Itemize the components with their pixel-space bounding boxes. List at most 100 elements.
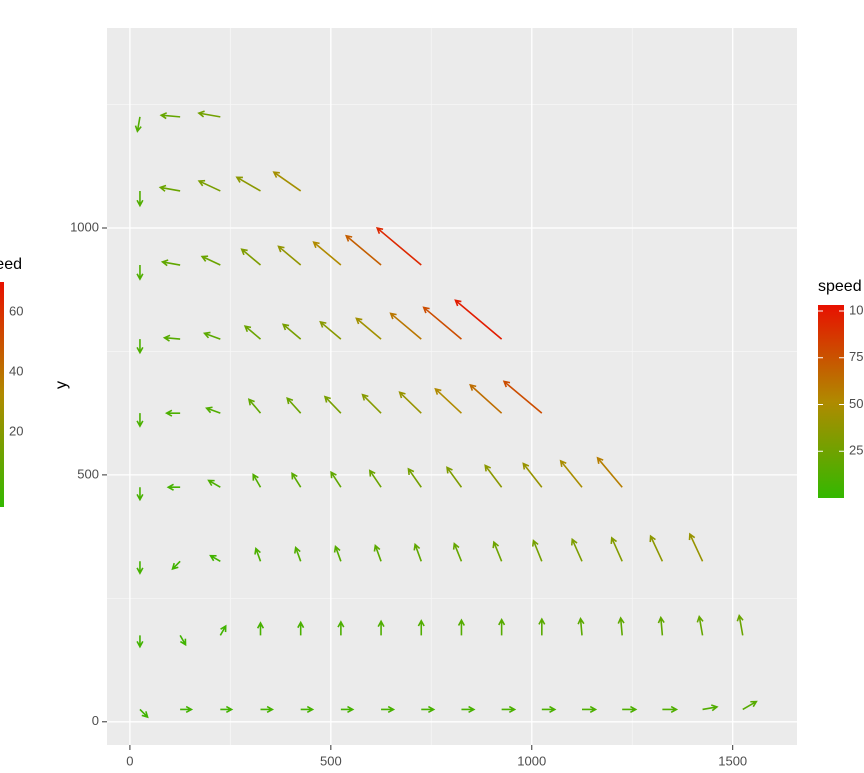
arrow [219,624,227,636]
panel [107,28,797,745]
arrow [247,398,262,414]
arrow [134,116,142,133]
arrow [502,380,543,414]
arrow [688,532,704,562]
arrow [541,705,557,714]
arrow [582,705,598,714]
x-tick-label: 1000 [517,753,546,768]
y-axis-label: y [53,381,70,389]
arrow [742,700,758,711]
arrow [457,618,466,636]
arrow [205,406,221,414]
arrow [159,112,181,120]
arrow [166,483,181,491]
arrow [389,312,422,340]
arrow [300,705,315,714]
arrow [260,705,275,714]
left-legend-tick-label: 20 [9,423,23,438]
arrow [136,413,144,428]
arrow [312,241,342,266]
arrow [202,331,221,340]
arrow [446,466,463,488]
arrow [617,616,625,636]
arrow [179,634,187,647]
arrow [355,317,382,340]
arrow [164,409,181,417]
legend-tick-label: 100 [849,302,864,317]
arrow [469,383,503,414]
arrow [570,537,583,562]
x-tick-label: 500 [320,753,342,768]
arrow [501,705,517,714]
y-tick-label: 1000 [70,219,99,234]
arrow [662,705,679,714]
x-tick-label: 1500 [718,753,747,768]
arrow [340,705,355,714]
arrow [294,546,302,562]
arrow [559,459,583,488]
arrow [323,395,342,414]
legend-title: speed [818,278,862,295]
arrow [657,615,665,636]
arrow [417,619,425,636]
arrow [522,462,543,488]
arrow [139,708,149,719]
arrow [538,617,546,636]
arrow [197,110,221,118]
arrow [577,616,585,636]
x-tick-label: 0 [126,753,133,768]
arrow [209,554,221,562]
arrow [136,487,144,502]
arrow [281,323,302,340]
arrow [220,705,234,714]
y-tick-label: 500 [77,466,99,481]
arrow [337,620,345,636]
arrow [422,306,462,340]
arrow [398,391,422,414]
legend-tick-label: 25 [849,443,863,458]
arrow [461,705,476,714]
arrow [277,245,302,266]
arrow [498,618,506,636]
arrow [596,456,623,488]
arrow [375,226,422,266]
arrow [200,255,221,266]
arrow [610,536,623,562]
arrow [197,179,221,192]
arrow [484,464,503,488]
arrow [452,542,463,562]
arrow [160,259,181,267]
left-legend-tick-label: 60 [9,303,23,318]
arrow [736,613,744,636]
arrow [136,339,144,355]
arrow [702,704,719,712]
arrow [291,472,302,488]
arrow [136,265,144,281]
arrow [330,470,342,488]
colorbar [818,305,844,498]
arrow [373,543,382,562]
arrow [333,544,342,562]
arrow [454,299,503,340]
left-legend-tick-label: 40 [9,363,23,378]
arrow [136,635,144,649]
arrow [421,705,436,714]
arrow [286,396,302,414]
arrow [696,615,704,636]
arrow [622,705,638,714]
arrow [252,473,262,488]
arrow [361,393,382,414]
arrow [649,534,664,562]
arrow [377,619,385,636]
left-legend-title: speed [0,256,22,273]
arrow [434,387,462,414]
arrow [272,171,302,192]
arrow [492,540,503,562]
arrow [413,542,423,562]
legend-tick-label: 75 [849,349,863,364]
arrow [171,560,181,571]
arrow [297,620,305,636]
arrow [345,234,382,266]
arrow [158,184,181,192]
